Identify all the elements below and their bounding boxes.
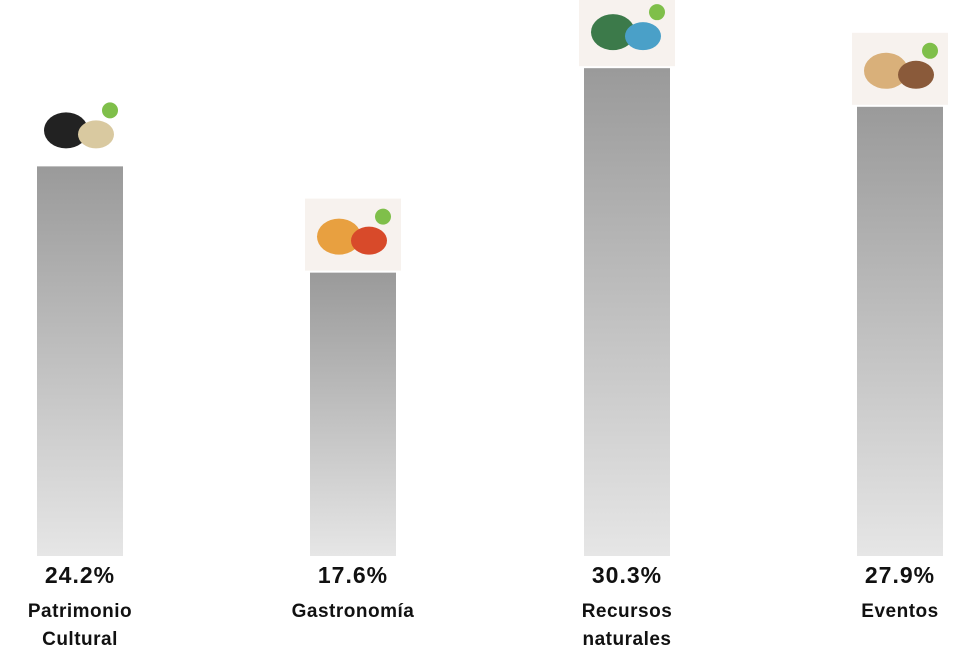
category-label: Gastronomía [291,601,415,622]
bar [310,272,396,556]
category-label: Eventos [861,601,939,622]
value-label: 17.6% [317,562,389,588]
bar [37,166,123,556]
category-label: Patrimonio Cultural [27,601,133,650]
icon-shape [102,102,118,119]
bar-icon [579,0,675,67]
bar-icon [852,32,948,105]
icon-shape [898,60,934,89]
bar [584,68,670,557]
value-label: 27.9% [864,562,936,588]
value-label: 30.3% [591,562,663,588]
icon-shape [864,52,908,89]
bar-icon [44,102,118,149]
icon-shape [317,218,361,255]
icon-shape [922,42,938,59]
value-label: 24.2% [44,562,116,588]
icon-shape [44,112,88,149]
bar-icon [305,198,401,271]
icon-shape [625,22,661,51]
category-label: Recursos naturales [581,601,673,650]
icon-shape [78,120,114,149]
bar [857,106,943,556]
icon-shape [649,4,665,21]
icon-shape [591,14,635,51]
icon-shape [375,208,391,225]
icon-shape [351,226,387,255]
